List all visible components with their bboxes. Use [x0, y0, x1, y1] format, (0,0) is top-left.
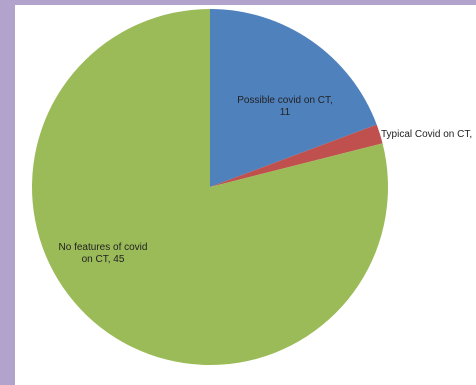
- pie-slice-0: [210, 9, 377, 187]
- pie-slice-2: [32, 9, 389, 365]
- slice-label-1: Typical Covid on CT,: [381, 129, 472, 140]
- slice-label-0: Possible covid on CT, 11: [237, 95, 333, 118]
- slice-label-2: No features of covid on CT, 45: [59, 242, 148, 265]
- pie-slice-1: [210, 124, 383, 187]
